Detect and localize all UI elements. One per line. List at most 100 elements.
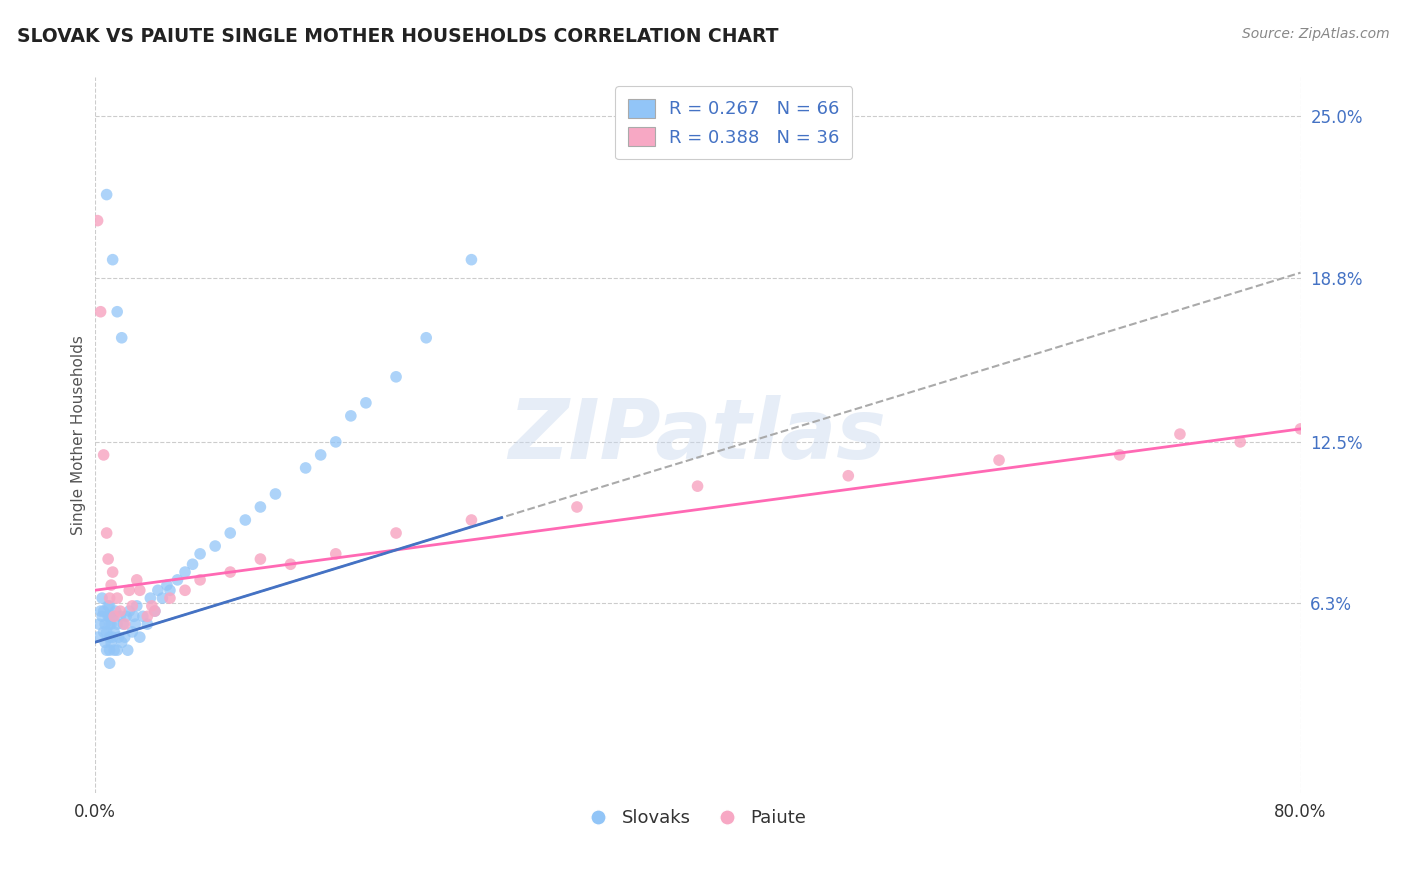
Point [111,635,134,649]
Point [111,331,134,345]
Point [98,656,121,670]
Point [141,599,163,613]
Point [385,526,408,541]
Point [181,558,204,572]
Point [98,599,121,613]
Point [87,617,110,632]
Point [91,591,114,606]
Point [264,487,287,501]
Point [117,643,139,657]
Point [1168,427,1191,442]
Point [143,604,166,618]
Point [97,599,120,613]
Point [159,583,181,598]
Point [121,624,143,639]
Point [86,213,108,227]
Point [340,409,363,423]
Point [1289,422,1312,436]
Point [988,453,1011,467]
Point [93,604,115,618]
Point [143,604,166,618]
Point [136,609,159,624]
Legend: Slovaks, Paiute: Slovaks, Paiute [582,802,813,834]
Point [325,547,347,561]
Point [103,643,125,657]
Point [385,369,408,384]
Point [174,583,197,598]
Point [93,624,115,639]
Point [105,591,128,606]
Point [686,479,709,493]
Point [122,609,145,624]
Point [565,500,588,514]
Point [112,617,135,632]
Point [103,624,125,639]
Point [159,591,181,606]
Point [294,461,316,475]
Point [166,573,188,587]
Point [280,558,302,572]
Point [96,526,118,541]
Point [204,539,226,553]
Point [121,599,143,613]
Point [105,304,128,318]
Point [354,396,377,410]
Point [460,513,482,527]
Point [98,617,121,632]
Point [86,630,108,644]
Point [96,643,118,657]
Point [114,630,136,644]
Point [105,643,128,657]
Point [128,630,150,644]
Point [101,630,124,644]
Text: SLOVAK VS PAIUTE SINGLE MOTHER HOUSEHOLDS CORRELATION CHART: SLOVAK VS PAIUTE SINGLE MOTHER HOUSEHOLD… [17,27,779,45]
Point [104,604,127,618]
Point [90,604,112,618]
Point [188,547,211,561]
Point [249,552,271,566]
Point [1108,448,1130,462]
Point [91,609,114,624]
Point [100,617,122,632]
Point [309,448,332,462]
Point [460,252,482,267]
Point [219,526,242,541]
Point [108,604,131,618]
Point [249,500,271,514]
Point [115,609,138,624]
Point [118,604,141,618]
Point [98,643,121,657]
Point [97,609,120,624]
Point [97,552,120,566]
Point [101,252,124,267]
Point [152,591,174,606]
Point [325,434,347,449]
Point [98,609,121,624]
Point [136,617,159,632]
Y-axis label: Single Mother Households: Single Mother Households [72,335,86,535]
Point [124,617,146,632]
Point [837,468,859,483]
Point [188,573,211,587]
Point [125,599,148,613]
Point [94,635,117,649]
Point [118,583,141,598]
Point [103,609,125,624]
Point [125,573,148,587]
Point [174,565,197,579]
Point [156,578,179,592]
Point [96,624,118,639]
Point [233,513,256,527]
Point [96,187,118,202]
Point [219,565,242,579]
Point [93,448,115,462]
Point [98,630,121,644]
Point [101,609,124,624]
Point [1229,434,1251,449]
Point [101,565,124,579]
Point [128,583,150,598]
Point [146,583,169,598]
Point [114,617,136,632]
Text: ZIPatlas: ZIPatlas [509,395,887,476]
Point [98,591,121,606]
